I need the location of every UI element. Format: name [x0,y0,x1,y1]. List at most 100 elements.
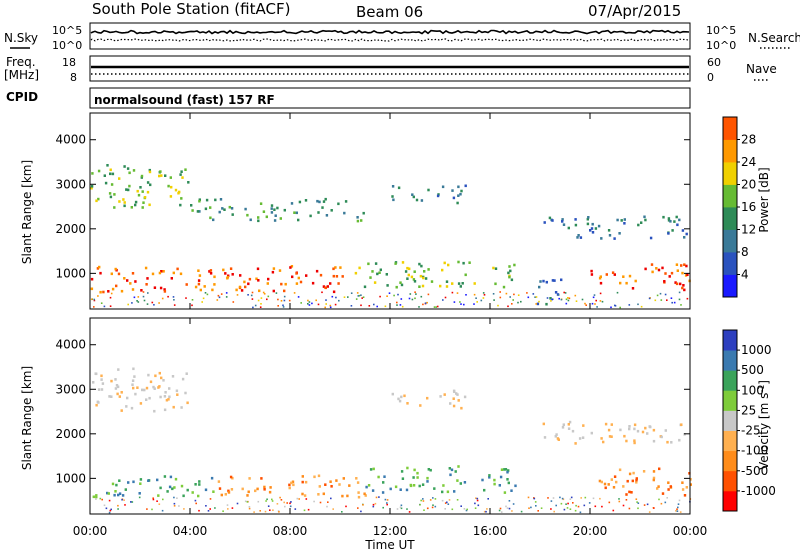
data-cell [362,296,365,298]
data-cell [154,374,157,378]
data-cell [652,507,655,509]
data-cell [637,223,640,227]
data-cell [674,281,677,284]
data-cell [457,185,460,189]
data-cell [625,439,628,443]
data-cell [459,301,461,303]
nave-label: Nave [746,62,777,76]
data-cell [301,492,304,496]
data-cell [680,423,683,426]
data-cell [271,498,273,501]
data-cell [441,490,444,494]
data-cell [324,483,327,486]
data-cell [241,487,244,491]
x-tick-label: 08:00 [273,524,308,538]
data-cell [364,494,367,497]
colorbar-tick-label: 20 [741,178,756,192]
data-cell [209,498,212,500]
data-cell [608,501,611,504]
data-cell [357,507,359,509]
data-cell [115,384,119,387]
data-cell [422,303,424,306]
data-cell [330,485,333,488]
data-cell [99,497,102,500]
data-cell [392,198,395,202]
data-cell [126,396,129,400]
data-cell [574,218,577,221]
data-cell [109,195,113,199]
velocity-panel-frame [89,317,691,515]
data-cell [118,395,121,398]
data-cell [613,273,616,276]
data-cell [456,201,459,205]
data-cell [97,295,99,297]
data-cell [391,185,395,188]
data-cell [413,468,416,472]
data-cell [296,497,299,500]
data-cell [186,401,189,405]
data-cell [356,292,359,294]
data-cell [510,489,513,492]
data-cell [225,292,228,294]
data-cell [513,293,515,296]
data-cell [679,282,682,286]
data-cell [623,222,626,225]
data-cell [413,270,416,273]
data-cell [555,433,558,436]
data-cell [134,203,137,207]
data-cell [553,279,556,282]
data-cell [231,273,234,276]
data-cell [616,218,619,222]
data-cell [562,223,566,226]
data-cell [258,289,261,293]
data-cell [272,289,275,293]
data-cell [628,274,632,278]
data-cell [678,291,681,294]
data-cell [123,204,126,208]
data-cell [199,288,202,292]
data-cell [556,437,560,440]
data-cell [331,295,334,298]
colorbar-tick-label: 1000 [741,343,772,357]
colorbar-segment [723,252,737,275]
data-cell [584,302,586,305]
data-cell [99,290,102,294]
colorbar-segment [723,470,737,492]
data-cell [299,280,303,284]
data-cell [393,294,395,297]
data-cell [378,271,381,274]
data-cell [257,279,260,282]
data-cell [231,476,234,480]
data-cell [593,294,596,296]
data-cell [369,468,373,471]
colorbar-segment [723,184,737,208]
data-cell [658,498,660,501]
data-cell [538,285,541,289]
data-cell [572,502,574,504]
data-cell [432,497,434,499]
data-cell [195,502,197,505]
data-cell [248,506,251,508]
data-cell [462,261,465,265]
data-cell [343,211,346,215]
data-cell [175,389,179,393]
data-cell [159,395,162,399]
data-cell [427,468,430,471]
data-cell [667,232,670,235]
colorbar-tick-label: 12 [741,223,756,237]
data-cell [637,507,639,510]
data-cell [162,379,165,382]
data-cell [546,297,549,299]
data-cell [162,498,164,501]
data-cell [422,500,425,502]
data-cell [406,266,409,270]
data-cell [106,491,109,495]
data-cell [581,436,585,439]
data-cell [599,292,602,295]
data-cell [169,475,173,479]
data-cell [676,223,679,227]
data-cell [382,481,385,484]
data-cell [408,297,411,300]
data-cell [567,297,569,299]
data-cell [369,276,372,279]
